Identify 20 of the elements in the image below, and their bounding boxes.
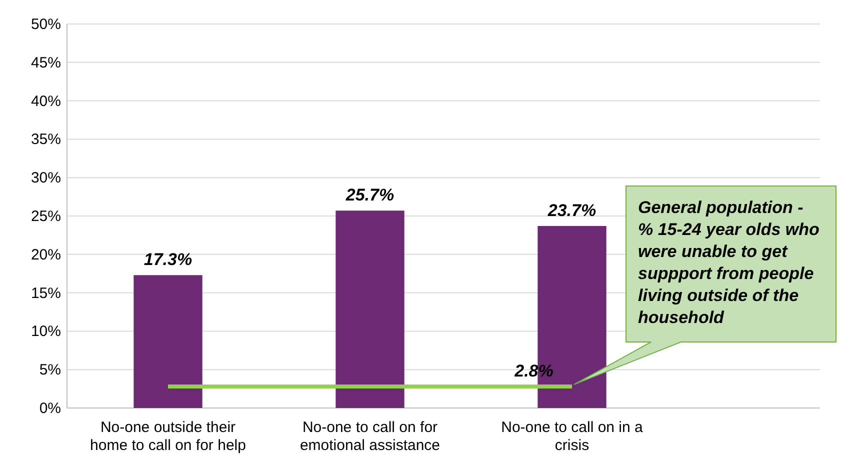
y-tick-label: 35% <box>30 131 61 148</box>
y-tick-label: 15% <box>30 284 61 302</box>
bar <box>336 210 404 408</box>
bar <box>134 275 202 408</box>
y-tick-label: 50% <box>30 16 61 33</box>
y-tick-label: 25% <box>30 208 61 225</box>
x-tick-label: No-one outside their home to call on for help <box>90 419 246 454</box>
x-tick-label: No-one to call on in a crisis <box>501 419 644 454</box>
y-tick-label: 30% <box>30 170 61 187</box>
y-tick-label: 5% <box>39 362 61 379</box>
x-tick-label: No-one to call on for emotional assistance <box>300 419 440 454</box>
y-tick-label: 10% <box>30 323 61 340</box>
y-tick-label: 20% <box>30 246 61 264</box>
data-label: 17.3% <box>144 250 192 270</box>
y-tick-label: 40% <box>30 92 61 110</box>
data-label: 25.7% <box>344 186 394 205</box>
annotation: General population - % 15-24 year olds who were unable to get suppport from people living outside of the household <box>638 198 820 327</box>
y-tick-label: 0% <box>39 400 61 417</box>
data-label: 23.7% <box>546 200 596 220</box>
y-tick-label: 45% <box>30 54 61 72</box>
